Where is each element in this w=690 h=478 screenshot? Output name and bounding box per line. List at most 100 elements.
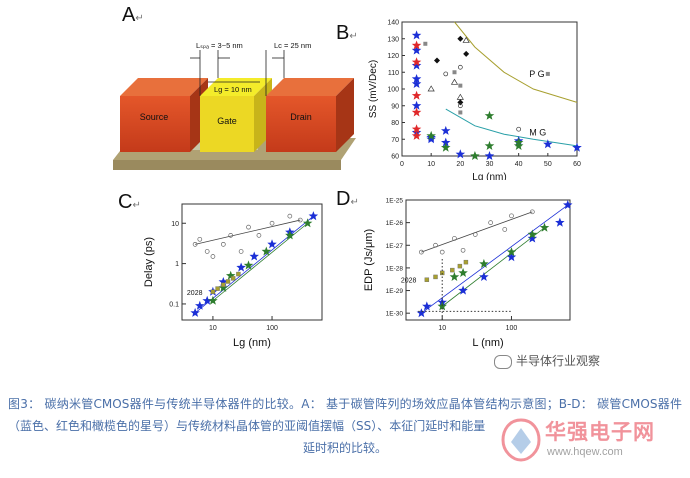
data-point-star bbox=[484, 140, 495, 150]
panel-c-letter: C↵ bbox=[118, 191, 141, 213]
data-point-star bbox=[411, 130, 422, 140]
data-point-square bbox=[423, 41, 428, 46]
y-axis-label: EDP (Js/μm) bbox=[363, 229, 375, 291]
data-point-diamond bbox=[457, 99, 464, 106]
caption-line-1: 图3： 碳纳米管CMOS器件与传统半导体器件的比较。A： 基于碳管阵列的场效应晶… bbox=[8, 397, 594, 411]
data-point-circle bbox=[457, 64, 463, 70]
data-point-star bbox=[195, 300, 205, 310]
hqew-logo-icon bbox=[501, 418, 541, 462]
data-point-star bbox=[479, 271, 489, 281]
y-tick-label: 1 bbox=[175, 261, 179, 268]
data-point-open bbox=[192, 241, 198, 247]
curve-label: M G bbox=[529, 127, 546, 137]
data-point-star bbox=[243, 260, 254, 270]
data-point-star bbox=[267, 239, 277, 249]
caption-line-3: 延时积的比较。 bbox=[302, 441, 387, 455]
y-tick-label: 100 bbox=[387, 87, 399, 94]
data-point-star bbox=[302, 218, 313, 228]
series-cnt-olive bbox=[426, 110, 524, 160]
x-tick-label: 10 bbox=[438, 325, 446, 332]
data-point-square bbox=[458, 83, 463, 88]
lc-label: Lc = 25 nm bbox=[274, 41, 311, 50]
data-point-star bbox=[285, 230, 295, 240]
data-point-star bbox=[527, 229, 538, 239]
data-point-star bbox=[441, 125, 451, 135]
chart-b-ss: 0 10 20 30 40 50 60 60 70 80 90 100 110 120 130 140 Lg (… bbox=[368, 20, 582, 180]
data-point-open bbox=[246, 224, 251, 230]
data-point-star bbox=[236, 262, 246, 272]
data-point-square bbox=[450, 267, 455, 273]
y-tick-label: 130 bbox=[387, 36, 399, 43]
trend-line bbox=[194, 215, 314, 314]
data-point-open bbox=[228, 233, 234, 238]
curve-label: P G bbox=[529, 69, 544, 79]
x-tick-label: 20 bbox=[456, 161, 464, 168]
data-point-star bbox=[208, 295, 218, 305]
x-axis-label: Lg (nm) bbox=[233, 337, 271, 349]
data-point-open bbox=[452, 236, 457, 241]
data-point-star bbox=[202, 295, 212, 305]
data-point-star bbox=[411, 40, 422, 50]
y-tick-label: 1E-29 bbox=[386, 288, 404, 295]
series-cnt-blue bbox=[411, 30, 582, 160]
y-tick-label: 1E-27 bbox=[386, 243, 404, 250]
data-point-square bbox=[452, 70, 457, 75]
data-point-star bbox=[190, 307, 200, 317]
data-point-open bbox=[472, 232, 478, 237]
x-tick-label: 40 bbox=[515, 161, 523, 168]
data-point-open bbox=[269, 220, 275, 226]
data-point-circle bbox=[516, 126, 522, 132]
data-point-star bbox=[539, 222, 550, 232]
x-axis-label: Lg (nm) bbox=[472, 172, 506, 180]
plot-frame bbox=[181, 203, 323, 321]
data-point-star bbox=[449, 271, 460, 281]
y-axis-label: SS (mV/Dec) bbox=[368, 60, 379, 118]
y-tick-label: 90 bbox=[391, 103, 399, 110]
data-point-square bbox=[215, 286, 220, 291]
data-point-open bbox=[488, 220, 493, 225]
series-conventional bbox=[423, 35, 550, 132]
fit-curve-mg bbox=[445, 108, 578, 147]
x-tick-label: 50 bbox=[544, 161, 552, 168]
chart-c-delay: 10 100 0.1 1 10 Lg (nm) Delay (ps) 2028 bbox=[143, 203, 323, 349]
y-tick-label: 140 bbox=[387, 20, 399, 27]
data-point-triangle bbox=[456, 93, 464, 100]
data-point-star bbox=[308, 211, 319, 221]
panel-b-letter: B↵ bbox=[336, 22, 358, 44]
data-point-open bbox=[256, 233, 262, 238]
lg-label: Lg = 10 nm bbox=[214, 85, 252, 94]
data-point-star bbox=[426, 134, 436, 144]
data-point-triangle bbox=[462, 36, 470, 43]
trend-line bbox=[441, 227, 545, 307]
y-tick-label: 70 bbox=[391, 137, 399, 144]
data-point-diamond bbox=[457, 35, 464, 42]
wechat-icon bbox=[494, 354, 512, 369]
x-tick-label: 100 bbox=[266, 325, 278, 332]
series-projection-2028 bbox=[424, 259, 469, 282]
data-point-open bbox=[197, 236, 203, 242]
drain-block: Drain bbox=[266, 78, 354, 152]
x-tick-label: 60 bbox=[573, 161, 581, 168]
watermark-url: www.hqew.com bbox=[547, 446, 623, 458]
data-point-diamond bbox=[463, 50, 470, 57]
data-point-star bbox=[455, 149, 466, 159]
trend-line bbox=[195, 219, 301, 245]
data-point-open bbox=[502, 227, 508, 232]
data-point-open bbox=[433, 242, 438, 248]
drain-label: Drain bbox=[290, 112, 312, 122]
data-point-square bbox=[458, 110, 463, 115]
plot-frame bbox=[401, 21, 578, 157]
data-point-star bbox=[458, 267, 468, 277]
data-point-open bbox=[238, 249, 244, 254]
caption-line-2: 碳管CMOS器件（蓝色、红色和橄榄色的星号）与传统材料晶体管的亚阈值摆幅（SS）… bbox=[8, 397, 682, 433]
chart-d-edp: 10 100 1E-30 1E-29 1E-28 1E-27 1E-26 1E-25 L (nm… bbox=[363, 198, 573, 349]
x-tick-label: 30 bbox=[486, 161, 494, 168]
data-point-star bbox=[470, 151, 480, 160]
series-cnt-olive bbox=[208, 218, 313, 305]
data-point-square bbox=[230, 276, 236, 281]
x-tick-label: 0 bbox=[400, 161, 404, 168]
series-conventional bbox=[192, 213, 303, 259]
y-tick-label: 120 bbox=[387, 53, 399, 60]
data-point-star bbox=[411, 57, 422, 67]
data-point-star bbox=[411, 100, 422, 110]
